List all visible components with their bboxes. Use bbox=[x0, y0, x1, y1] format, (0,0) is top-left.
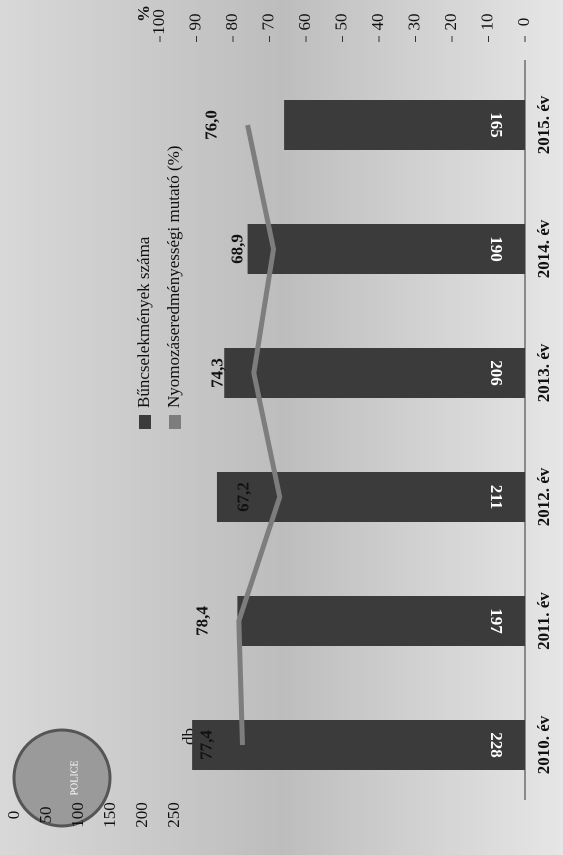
bar bbox=[192, 720, 525, 770]
x-tick-label: 2010. év bbox=[534, 715, 553, 774]
bar-label: 197 bbox=[487, 608, 506, 634]
y2-tick-label: 10 bbox=[477, 14, 496, 31]
bar-label: 206 bbox=[487, 360, 506, 386]
bar-label: 190 bbox=[487, 236, 506, 262]
bar bbox=[224, 348, 526, 398]
legend-swatch bbox=[139, 415, 151, 429]
y2-tick-label: 30 bbox=[404, 14, 423, 31]
y2-tick-label: 0 bbox=[514, 18, 533, 27]
x-tick-label: 2012. év bbox=[534, 467, 553, 526]
x-tick-label: 2011. év bbox=[534, 592, 553, 650]
legend-label: Nyomozáseredményességi mutató (%) bbox=[164, 146, 183, 408]
y-tick-label: 200 bbox=[132, 802, 151, 828]
line-label: 67,2 bbox=[234, 482, 253, 512]
bar bbox=[216, 472, 525, 522]
y2-tick-label: 80 bbox=[222, 14, 241, 31]
x-tick-label: 2013. év bbox=[534, 343, 553, 402]
y2-axis-label: % bbox=[134, 5, 153, 22]
line-label: 78,4 bbox=[193, 606, 212, 636]
y2-tick-label: 90 bbox=[185, 14, 204, 31]
logo-text: POLICE bbox=[69, 761, 80, 796]
y-tick-label: 100 bbox=[68, 802, 87, 828]
bar bbox=[284, 100, 525, 150]
legend-swatch bbox=[169, 415, 181, 429]
y2-tick-label: 70 bbox=[258, 14, 277, 31]
legend-label: Bűncselekmények száma bbox=[134, 236, 153, 408]
bar-label: 211 bbox=[487, 485, 506, 510]
line-label: 74,3 bbox=[208, 358, 227, 388]
bar bbox=[247, 224, 525, 274]
y-tick-label: 0 bbox=[4, 811, 23, 820]
x-tick-label: 2014. év bbox=[534, 219, 553, 278]
bar-label: 228 bbox=[487, 732, 506, 758]
y2-tick-label: 50 bbox=[331, 14, 350, 31]
y2-tick-label: 20 bbox=[441, 14, 460, 31]
y-tick-label: 150 bbox=[100, 802, 119, 828]
y2-tick-label: 60 bbox=[295, 14, 314, 31]
line-label: 77,4 bbox=[196, 730, 215, 760]
y2-tick-label: 40 bbox=[368, 14, 387, 31]
y2-tick-label: 100 bbox=[149, 9, 168, 35]
y-tick-label: 250 bbox=[164, 802, 183, 828]
line-label: 76,0 bbox=[202, 110, 221, 140]
line-label: 68,9 bbox=[227, 234, 246, 264]
bar bbox=[237, 596, 525, 646]
logo-badge bbox=[12, 728, 112, 828]
logo: POLICE bbox=[12, 728, 112, 828]
x-tick-label: 2015. év bbox=[534, 95, 553, 154]
y-tick-label: 50 bbox=[36, 807, 55, 824]
bar-label: 165 bbox=[487, 112, 506, 138]
line bbox=[236, 124, 283, 746]
